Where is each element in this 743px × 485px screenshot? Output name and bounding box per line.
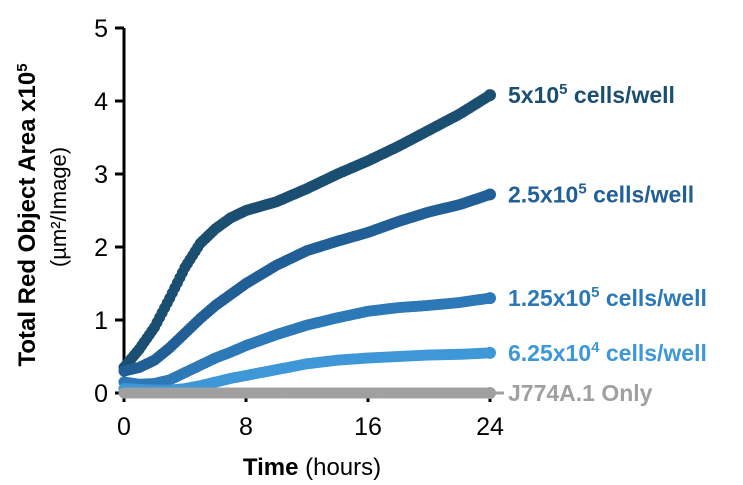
series-0-dot bbox=[484, 89, 496, 102]
series-1 bbox=[118, 188, 496, 377]
y-axis-title-main: Total Red Object Area x105 bbox=[14, 63, 41, 366]
series-2 bbox=[118, 292, 496, 390]
series-1-dot bbox=[484, 188, 496, 201]
series-1-label: 2.5x105 cells/well bbox=[508, 180, 694, 207]
y-tick-label: 5 bbox=[94, 15, 108, 43]
x-tick-label: 24 bbox=[476, 413, 504, 441]
x-tick-label: 16 bbox=[354, 413, 382, 441]
series-0 bbox=[118, 89, 496, 373]
x-tick-label: 8 bbox=[239, 413, 253, 441]
y-tick-label: 0 bbox=[94, 380, 108, 408]
x-tick-label: 0 bbox=[117, 413, 131, 441]
series-3-dot bbox=[484, 346, 496, 359]
y-tick-label: 4 bbox=[94, 88, 108, 116]
y-axis-title-sub: (µm²/Image) bbox=[46, 147, 71, 267]
y-tick-label: 1 bbox=[94, 307, 108, 335]
y-tick-label: 2 bbox=[94, 234, 108, 262]
series-4-label: J774A.1 Only bbox=[508, 380, 653, 406]
series-0-label: 5x105 cells/well bbox=[508, 81, 675, 108]
axes: 0 1 2 3 4 5 0 8 16 24 bbox=[94, 15, 504, 441]
y-tick-label: 3 bbox=[94, 161, 108, 189]
series-4 bbox=[118, 387, 496, 399]
y-axis-title: Total Red Object Area x105 (µm²/Image) bbox=[14, 63, 71, 366]
x-axis-title: Time (hours) bbox=[243, 454, 381, 481]
plot-area bbox=[118, 89, 496, 399]
series-3-label: 6.25x104 cells/well bbox=[508, 339, 707, 366]
series-2-dot bbox=[484, 292, 496, 305]
series-labels: 5x105 cells/well 2.5x105 cells/well 1.25x1… bbox=[494, 81, 707, 406]
series-4-dot bbox=[484, 387, 496, 399]
series-2-label: 1.25x105 cells/well bbox=[508, 284, 707, 311]
